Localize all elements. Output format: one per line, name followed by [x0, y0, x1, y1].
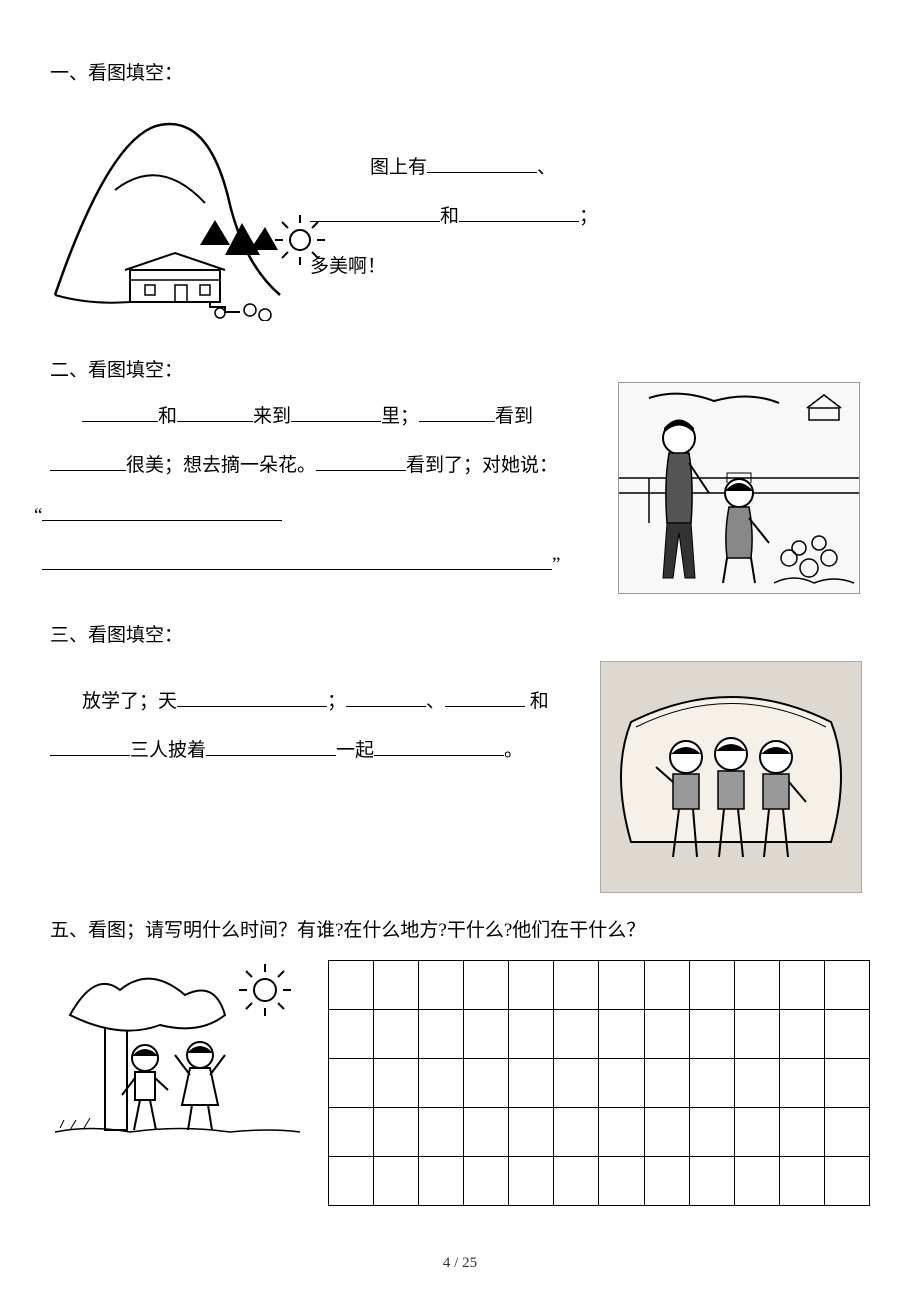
- grid-cell[interactable]: [734, 1157, 779, 1206]
- grid-cell[interactable]: [824, 961, 869, 1010]
- q5-image: [50, 960, 304, 1150]
- grid-cell[interactable]: [599, 961, 644, 1010]
- grid-cell[interactable]: [599, 1108, 644, 1157]
- grid-cell[interactable]: [374, 1108, 419, 1157]
- q1-line2-post: ；: [579, 206, 598, 227]
- fill-blank[interactable]: [310, 202, 440, 222]
- grid-cell[interactable]: [419, 1059, 464, 1108]
- grid-cell[interactable]: [419, 1108, 464, 1157]
- grid-cell[interactable]: [779, 1010, 824, 1059]
- grid-cell[interactable]: [779, 961, 824, 1010]
- grid-cell[interactable]: [419, 1157, 464, 1206]
- grid-cell[interactable]: [329, 961, 374, 1010]
- fill-blank[interactable]: [177, 687, 327, 707]
- q3-text: 放学了；天；、 和 三人披着一起。: [50, 677, 622, 776]
- fill-blank[interactable]: [346, 687, 426, 707]
- grid-cell[interactable]: [734, 961, 779, 1010]
- q1-text: 图上有、 和； 多美啊！: [370, 143, 598, 291]
- q2-text: 和来到里；看到 很美；想去摘一朵花。看到了；对她说： “ ”: [50, 392, 622, 590]
- grid-cell[interactable]: [554, 1108, 599, 1157]
- grid-cell[interactable]: [374, 1157, 419, 1206]
- writing-grid[interactable]: [328, 960, 870, 1206]
- fill-blank[interactable]: [419, 402, 495, 422]
- grid-cell[interactable]: [644, 1059, 689, 1108]
- grid-cell[interactable]: [509, 961, 554, 1010]
- fill-blank[interactable]: [42, 501, 282, 521]
- grid-cell[interactable]: [599, 1010, 644, 1059]
- grid-cell[interactable]: [554, 1059, 599, 1108]
- fill-blank[interactable]: [445, 687, 525, 707]
- grid-cell[interactable]: [644, 961, 689, 1010]
- q1-image: [50, 95, 330, 321]
- grid-cell[interactable]: [689, 1157, 734, 1206]
- grid-cell[interactable]: [509, 1157, 554, 1206]
- grid-cell[interactable]: [509, 1059, 554, 1108]
- q2-image: [618, 382, 860, 594]
- fill-blank[interactable]: [177, 402, 253, 422]
- grid-cell[interactable]: [689, 961, 734, 1010]
- grid-cell[interactable]: [689, 1108, 734, 1157]
- grid-cell[interactable]: [599, 1157, 644, 1206]
- q3-title: 三、看图填空：: [50, 620, 870, 647]
- grid-cell[interactable]: [464, 1108, 509, 1157]
- fill-blank[interactable]: [82, 402, 158, 422]
- grid-cell[interactable]: [464, 1010, 509, 1059]
- fill-blank[interactable]: [50, 736, 130, 756]
- page-footer: 4 / 25: [0, 1255, 920, 1272]
- grid-cell[interactable]: [689, 1010, 734, 1059]
- grid-cell[interactable]: [599, 1059, 644, 1108]
- grid-cell[interactable]: [329, 1059, 374, 1108]
- q2-title: 二、看图填空：: [50, 355, 870, 382]
- grid-cell[interactable]: [824, 1157, 869, 1206]
- grid-cell[interactable]: [464, 1059, 509, 1108]
- grid-cell[interactable]: [734, 1059, 779, 1108]
- fill-blank[interactable]: [374, 736, 504, 756]
- grid-cell[interactable]: [554, 1157, 599, 1206]
- q1-line2-mid: 和: [440, 206, 459, 227]
- fill-blank[interactable]: [50, 451, 126, 471]
- fill-blank[interactable]: [206, 736, 336, 756]
- grid-cell[interactable]: [329, 1108, 374, 1157]
- grid-cell[interactable]: [509, 1010, 554, 1059]
- grid-cell[interactable]: [779, 1157, 824, 1206]
- grid-cell[interactable]: [689, 1059, 734, 1108]
- grid-cell[interactable]: [824, 1059, 869, 1108]
- grid-cell[interactable]: [644, 1108, 689, 1157]
- fill-blank[interactable]: [427, 153, 537, 173]
- grid-cell[interactable]: [554, 1010, 599, 1059]
- q3-image: [600, 661, 862, 893]
- grid-cell[interactable]: [779, 1059, 824, 1108]
- grid-cell[interactable]: [464, 1157, 509, 1206]
- fill-blank[interactable]: [316, 451, 406, 471]
- grid-cell[interactable]: [374, 1010, 419, 1059]
- q5-title: 五、看图；请写明什么时间？有谁?在什么地方?干什么?他们在干什么？: [50, 915, 870, 942]
- grid-cell[interactable]: [329, 1010, 374, 1059]
- grid-cell[interactable]: [509, 1108, 554, 1157]
- grid-cell[interactable]: [824, 1010, 869, 1059]
- q1-title: 一、看图填空：: [50, 58, 870, 85]
- grid-cell[interactable]: [374, 961, 419, 1010]
- grid-cell[interactable]: [644, 1010, 689, 1059]
- grid-cell[interactable]: [779, 1108, 824, 1157]
- q1-line1-pre: 图上有: [370, 157, 427, 178]
- grid-cell[interactable]: [419, 1010, 464, 1059]
- fill-blank[interactable]: [459, 202, 579, 222]
- grid-cell[interactable]: [554, 961, 599, 1010]
- grid-cell[interactable]: [734, 1010, 779, 1059]
- grid-cell[interactable]: [644, 1157, 689, 1206]
- q1-line3: 多美啊！: [310, 256, 386, 277]
- grid-cell[interactable]: [374, 1059, 419, 1108]
- grid-cell[interactable]: [824, 1108, 869, 1157]
- grid-cell[interactable]: [734, 1108, 779, 1157]
- grid-cell[interactable]: [419, 961, 464, 1010]
- q1-line1-post: 、: [537, 157, 556, 178]
- grid-cell[interactable]: [329, 1157, 374, 1206]
- fill-blank[interactable]: [291, 402, 381, 422]
- fill-blank[interactable]: [42, 550, 552, 570]
- grid-cell[interactable]: [464, 961, 509, 1010]
